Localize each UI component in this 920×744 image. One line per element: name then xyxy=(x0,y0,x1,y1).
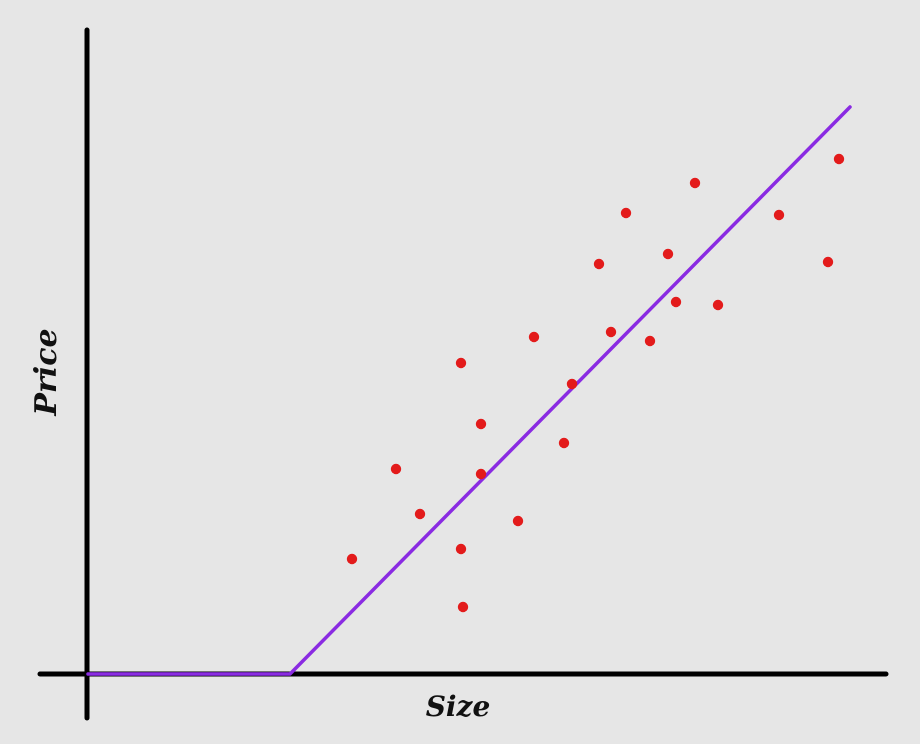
data-point-12 xyxy=(566,378,578,390)
data-point-21 xyxy=(773,209,785,221)
data-point-18 xyxy=(670,296,682,308)
axes xyxy=(37,27,889,721)
data-point-1 xyxy=(346,553,358,565)
fit-line xyxy=(86,105,852,676)
data-point-5 xyxy=(455,357,467,369)
data-point-17 xyxy=(662,248,674,260)
data-point-2 xyxy=(390,463,402,475)
x-axis-label: Size xyxy=(426,690,491,723)
fit-line-layer xyxy=(86,105,852,676)
data-point-8 xyxy=(475,468,487,480)
data-point-6 xyxy=(457,601,469,613)
data-point-9 xyxy=(512,515,524,527)
data-points xyxy=(346,153,845,613)
y-axis-label: Price xyxy=(29,328,64,416)
data-point-13 xyxy=(593,258,605,270)
data-point-11 xyxy=(558,437,570,449)
data-point-23 xyxy=(833,153,845,165)
data-point-14 xyxy=(605,326,617,338)
data-point-10 xyxy=(528,331,540,343)
data-point-3 xyxy=(414,508,426,520)
data-point-20 xyxy=(712,299,724,311)
data-point-19 xyxy=(689,177,701,189)
data-point-16 xyxy=(644,335,656,347)
data-point-4 xyxy=(455,543,467,555)
data-point-7 xyxy=(475,418,487,430)
data-point-15 xyxy=(620,207,632,219)
data-point-22 xyxy=(822,256,834,268)
